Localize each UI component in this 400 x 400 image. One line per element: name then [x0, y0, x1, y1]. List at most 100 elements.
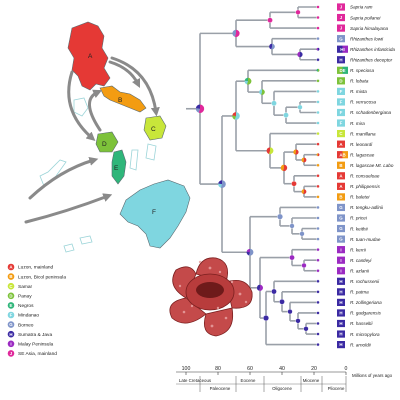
- node-pie-n0: [295, 9, 301, 15]
- tip-row: AB R. lagascae: [316, 151, 375, 159]
- tip-name: Rhizanthes deceptor: [350, 57, 393, 62]
- tip-name: R. patma: [350, 290, 369, 295]
- node-pie-n19: [277, 213, 284, 220]
- tip-code: J: [340, 5, 343, 10]
- tip-row: H R. zollingeriana: [316, 298, 382, 306]
- legend-swatch: [7, 350, 15, 357]
- tip-dot: [316, 58, 320, 62]
- tip-code: I: [340, 258, 341, 263]
- tip-dot: [316, 300, 320, 305]
- tip-name: Sapria himalayana: [350, 26, 388, 31]
- tip-dot: [316, 89, 320, 94]
- legend-swatch: [7, 321, 15, 328]
- tip-name: R. zollingeriana: [350, 300, 382, 305]
- node-pie-n16: [232, 112, 240, 120]
- legend-item-a: A Luzon, mainland: [7, 263, 54, 271]
- epoch-label-top: Miocene: [303, 378, 320, 383]
- tip-badge: [337, 256, 345, 264]
- tip-badge: [337, 130, 345, 138]
- node-pie-n21: [289, 254, 295, 261]
- tip-code: A: [339, 173, 343, 178]
- legend-label: Negros: [18, 303, 34, 309]
- tip-badge-left: [337, 66, 343, 74]
- tip-name: R. lobata: [350, 79, 369, 84]
- node-pie-n10: [301, 157, 307, 163]
- tip-row: I R. azlanii: [316, 267, 370, 275]
- axis-tick-label: 40: [279, 366, 285, 372]
- tip-name: R. keithii: [350, 226, 369, 231]
- axis-unit-label: Millions of years ago: [352, 373, 393, 378]
- tip-code: J: [340, 15, 343, 20]
- tip-badge-left: [337, 151, 343, 159]
- legend-label: Panay: [18, 294, 32, 300]
- legend-swatch: [7, 330, 15, 338]
- tip-dot: [316, 68, 320, 72]
- legend-letter: J: [10, 351, 13, 356]
- tip-code: H: [339, 279, 342, 284]
- tip-badge: [337, 277, 345, 285]
- tip-badge: [337, 330, 345, 338]
- arrow-a-to-d: [67, 70, 96, 141]
- node-pie-n28: [257, 284, 264, 291]
- legend-label: Samar: [18, 284, 33, 290]
- tip-badge: [337, 319, 345, 328]
- region-samar: [143, 115, 167, 141]
- tip-code: I: [340, 268, 341, 273]
- epoch-label-bottom: Pliocene: [328, 386, 345, 391]
- tip-dot: [316, 5, 320, 9]
- axis-tick-label: 100: [182, 366, 191, 372]
- tip-code: F: [340, 110, 343, 115]
- tip-row: B R. lagascae Mt. Labo: [316, 161, 394, 169]
- tip-code: A: [339, 184, 343, 189]
- tip-badge: [337, 309, 345, 317]
- tip-dot: [316, 290, 320, 294]
- map-label-d: D: [102, 141, 107, 148]
- tip-name: Sapria poilanei: [350, 15, 381, 20]
- axis-tick-label: 20: [311, 366, 317, 372]
- tip-badge: [337, 246, 345, 254]
- tip-badge: [337, 214, 345, 222]
- tip-code: F: [340, 100, 343, 105]
- tip-name: R. arnoldii: [350, 342, 372, 347]
- tip-name: R. lagascae Mt. Labo: [350, 163, 394, 168]
- tip-row: G R. tengku-adlinii: [316, 203, 384, 212]
- tip-code: J: [340, 26, 343, 31]
- tip-row: B R. baletei: [316, 193, 370, 201]
- island-cebu: [129, 149, 139, 171]
- flower-warts: [178, 260, 248, 328]
- tip-row: G R. pricei: [316, 214, 368, 222]
- tip-dot: [316, 36, 320, 41]
- tip-badge: [337, 341, 345, 349]
- tip-row: G R. keithii: [316, 224, 369, 233]
- tip-row: F R. mixta: [316, 87, 367, 95]
- tip-row: HI Rhizanthes infanticida: [316, 45, 395, 53]
- node-pie-n25: [279, 298, 285, 305]
- arrow-a-to-c: [110, 56, 160, 117]
- node-pie-n15: [266, 147, 274, 155]
- tip-badge: [337, 193, 345, 201]
- legend-item-f: F Mindanao: [7, 311, 39, 319]
- region-negros: [111, 149, 127, 185]
- node-pie-n14: [280, 164, 288, 172]
- legend-item-i: I Malay Peninsula: [7, 340, 54, 348]
- tip-row: F R. schadenbergiana: [316, 108, 392, 117]
- legend-swatch: [7, 282, 15, 290]
- tip-name: R. pricei: [350, 216, 368, 221]
- island-sulu-2: [63, 243, 75, 253]
- tip-name: R. kerrii: [350, 247, 367, 252]
- tip-name: R. mixta: [350, 89, 367, 94]
- legend-label: Luzon, Bicol peninsula: [18, 274, 66, 280]
- tip-name: R. philippensis: [350, 184, 381, 189]
- phylogeny-tips: J Sapria ram J Sapria poilanei J Sapria himal…: [316, 3, 395, 349]
- tip-name: R. micropylora: [350, 332, 380, 337]
- legend-letter: F: [10, 313, 13, 318]
- tip-code: C: [339, 131, 343, 136]
- tip-code: G: [339, 226, 343, 231]
- tip-dot: [316, 258, 320, 262]
- legend-label: Mindanao: [18, 313, 39, 319]
- region-mindanao: [119, 179, 191, 249]
- legend-item-c: C Samar: [7, 282, 33, 290]
- island-leyte: [145, 143, 157, 161]
- tip-badge: [337, 288, 345, 296]
- tip-row: I R. cantleyi: [316, 256, 372, 264]
